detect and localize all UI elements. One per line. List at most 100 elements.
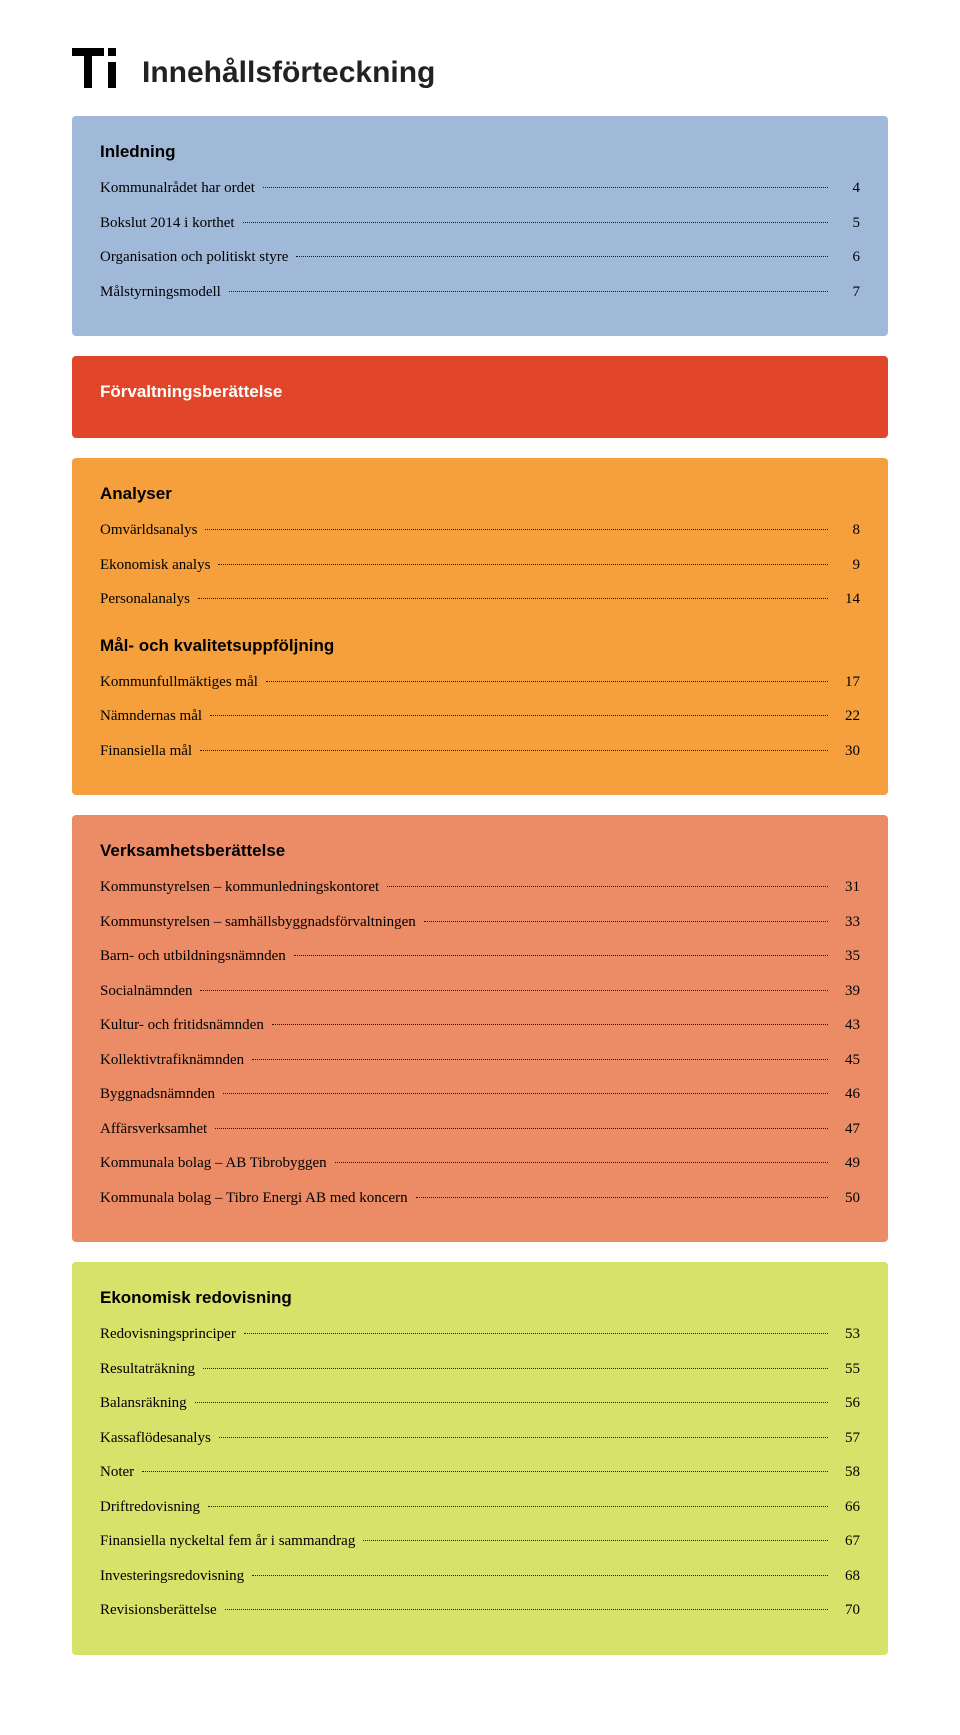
toc-label: Driftredovisning [100, 1493, 200, 1522]
toc-leader-dots [223, 1093, 828, 1094]
toc-row: Kassaflödesanalys 57 [100, 1424, 860, 1453]
toc-row: Driftredovisning 66 [100, 1493, 860, 1522]
toc-row: Organisation och politiskt styre6 [100, 243, 860, 272]
toc-page-number: 49 [836, 1149, 860, 1178]
toc-leader-dots [252, 1575, 828, 1576]
toc-page-number: 57 [836, 1424, 860, 1453]
toc-label: Bokslut 2014 i korthet [100, 209, 235, 238]
toc-page-number: 6 [836, 243, 860, 272]
toc-leader-dots [243, 222, 828, 223]
toc-leader-dots [229, 291, 828, 292]
toc-leader-dots [244, 1333, 828, 1334]
toc-label: Revisionsberättelse [100, 1596, 217, 1625]
toc-leader-dots [205, 529, 828, 530]
toc-leader-dots [272, 1024, 828, 1025]
toc-page-number: 7 [836, 278, 860, 307]
toc-block: Ekonomisk redovisningRedovisningsprincip… [72, 1262, 888, 1655]
toc-page-number: 67 [836, 1527, 860, 1556]
toc-row: Revisionsberättelse 70 [100, 1596, 860, 1625]
toc-page-number: 45 [836, 1046, 860, 1075]
toc-leader-dots [219, 1437, 828, 1438]
toc-row: Finansiella mål30 [100, 737, 860, 766]
toc-page-number: 9 [836, 551, 860, 580]
toc-row: Balansräkning 56 [100, 1389, 860, 1418]
toc-row: Ekonomisk analys9 [100, 551, 860, 580]
toc-leader-dots [200, 990, 828, 991]
toc-row: Socialnämnden 39 [100, 977, 860, 1006]
section-heading: Verksamhetsberättelse [100, 841, 860, 861]
section-heading: Inledning [100, 142, 860, 162]
toc-page-number: 35 [836, 942, 860, 971]
toc-page-number: 31 [836, 873, 860, 902]
toc-label: Noter [100, 1458, 134, 1487]
toc-label: Balansräkning [100, 1389, 187, 1418]
toc-page-number: 33 [836, 908, 860, 937]
toc-leader-dots [266, 681, 828, 682]
toc-row: Omvärldsanalys8 [100, 516, 860, 545]
toc-leader-dots [200, 750, 828, 751]
toc-page-number: 58 [836, 1458, 860, 1487]
toc-page-number: 70 [836, 1596, 860, 1625]
toc-page-number: 55 [836, 1355, 860, 1384]
toc-row: Investeringsredovisning 68 [100, 1562, 860, 1591]
toc-leader-dots [215, 1128, 828, 1129]
toc-row: Kommunala bolag – Tibro Energi AB med ko… [100, 1184, 860, 1213]
section-heading: Mål- och kvalitetsuppföljning [100, 636, 860, 656]
toc-label: Socialnämnden [100, 977, 192, 1006]
toc-page-number: 56 [836, 1389, 860, 1418]
page-title: Innehållsförteckning [142, 58, 435, 88]
toc-page-number: 50 [836, 1184, 860, 1213]
toc-row: Kommunfullmäktiges mål17 [100, 668, 860, 697]
toc-label: Kommunstyrelsen – kommunledningskontoret [100, 873, 379, 902]
toc-row: Byggnadsnämnden46 [100, 1080, 860, 1109]
toc-label: Finansiella mål [100, 737, 192, 766]
toc-leader-dots [218, 564, 828, 565]
toc-leader-dots [225, 1609, 828, 1610]
toc-label: Barn- och utbildningsnämnden [100, 942, 286, 971]
toc-page-number: 4 [836, 174, 860, 203]
toc-leader-dots [198, 598, 828, 599]
toc-row: Kommunala bolag – AB Tibrobyggen 49 [100, 1149, 860, 1178]
toc-label: Kassaflödesanalys [100, 1424, 211, 1453]
toc-row: Finansiella nyckeltal fem år i sammandra… [100, 1527, 860, 1556]
toc-page-number: 5 [836, 209, 860, 238]
toc-row: Personalanalys 14 [100, 585, 860, 614]
toc-row: Resultaträkning55 [100, 1355, 860, 1384]
toc-label: Byggnadsnämnden [100, 1080, 215, 1109]
toc-page-number: 53 [836, 1320, 860, 1349]
toc-row: Nämndernas mål22 [100, 702, 860, 731]
toc-leader-dots [252, 1059, 828, 1060]
toc-leader-dots [263, 187, 828, 188]
toc-page-number: 68 [836, 1562, 860, 1591]
toc-leader-dots [294, 955, 828, 956]
toc-leader-dots [210, 715, 828, 716]
toc-page-number: 8 [836, 516, 860, 545]
toc-page-number: 14 [836, 585, 860, 614]
toc-leader-dots [203, 1368, 828, 1369]
toc-leader-dots [424, 921, 828, 922]
toc-page-number: 47 [836, 1115, 860, 1144]
toc-label: Kommunala bolag – AB Tibrobyggen [100, 1149, 327, 1178]
toc-sections: Inledning Kommunalrådet har ordet4 Bokslut… [72, 116, 888, 1655]
toc-leader-dots [416, 1197, 828, 1198]
toc-leader-dots [142, 1471, 828, 1472]
toc-leader-dots [363, 1540, 828, 1541]
toc-row: Affärsverksamhet 47 [100, 1115, 860, 1144]
toc-block: Förvaltningsberättelse [72, 356, 888, 438]
toc-label: Investeringsredovisning [100, 1562, 244, 1591]
toc-label: Kollektivtrafiknämnden [100, 1046, 244, 1075]
toc-leader-dots [195, 1402, 828, 1403]
toc-leader-dots [335, 1162, 828, 1163]
toc-label: Personalanalys [100, 585, 190, 614]
toc-row: Kollektivtrafiknämnden 45 [100, 1046, 860, 1075]
section-heading: Förvaltningsberättelse [100, 382, 860, 402]
toc-block: AnalyserOmvärldsanalys8Ekonomisk analys9… [72, 458, 888, 795]
toc-page-number: 43 [836, 1011, 860, 1040]
toc-page-number: 39 [836, 977, 860, 1006]
toc-row: Målstyrningsmodell7 [100, 278, 860, 307]
toc-label: Affärsverksamhet [100, 1115, 207, 1144]
toc-leader-dots [296, 256, 828, 257]
page-header: Innehållsförteckning [72, 48, 888, 88]
toc-page-number: 66 [836, 1493, 860, 1522]
toc-row: Kommunalrådet har ordet4 [100, 174, 860, 203]
